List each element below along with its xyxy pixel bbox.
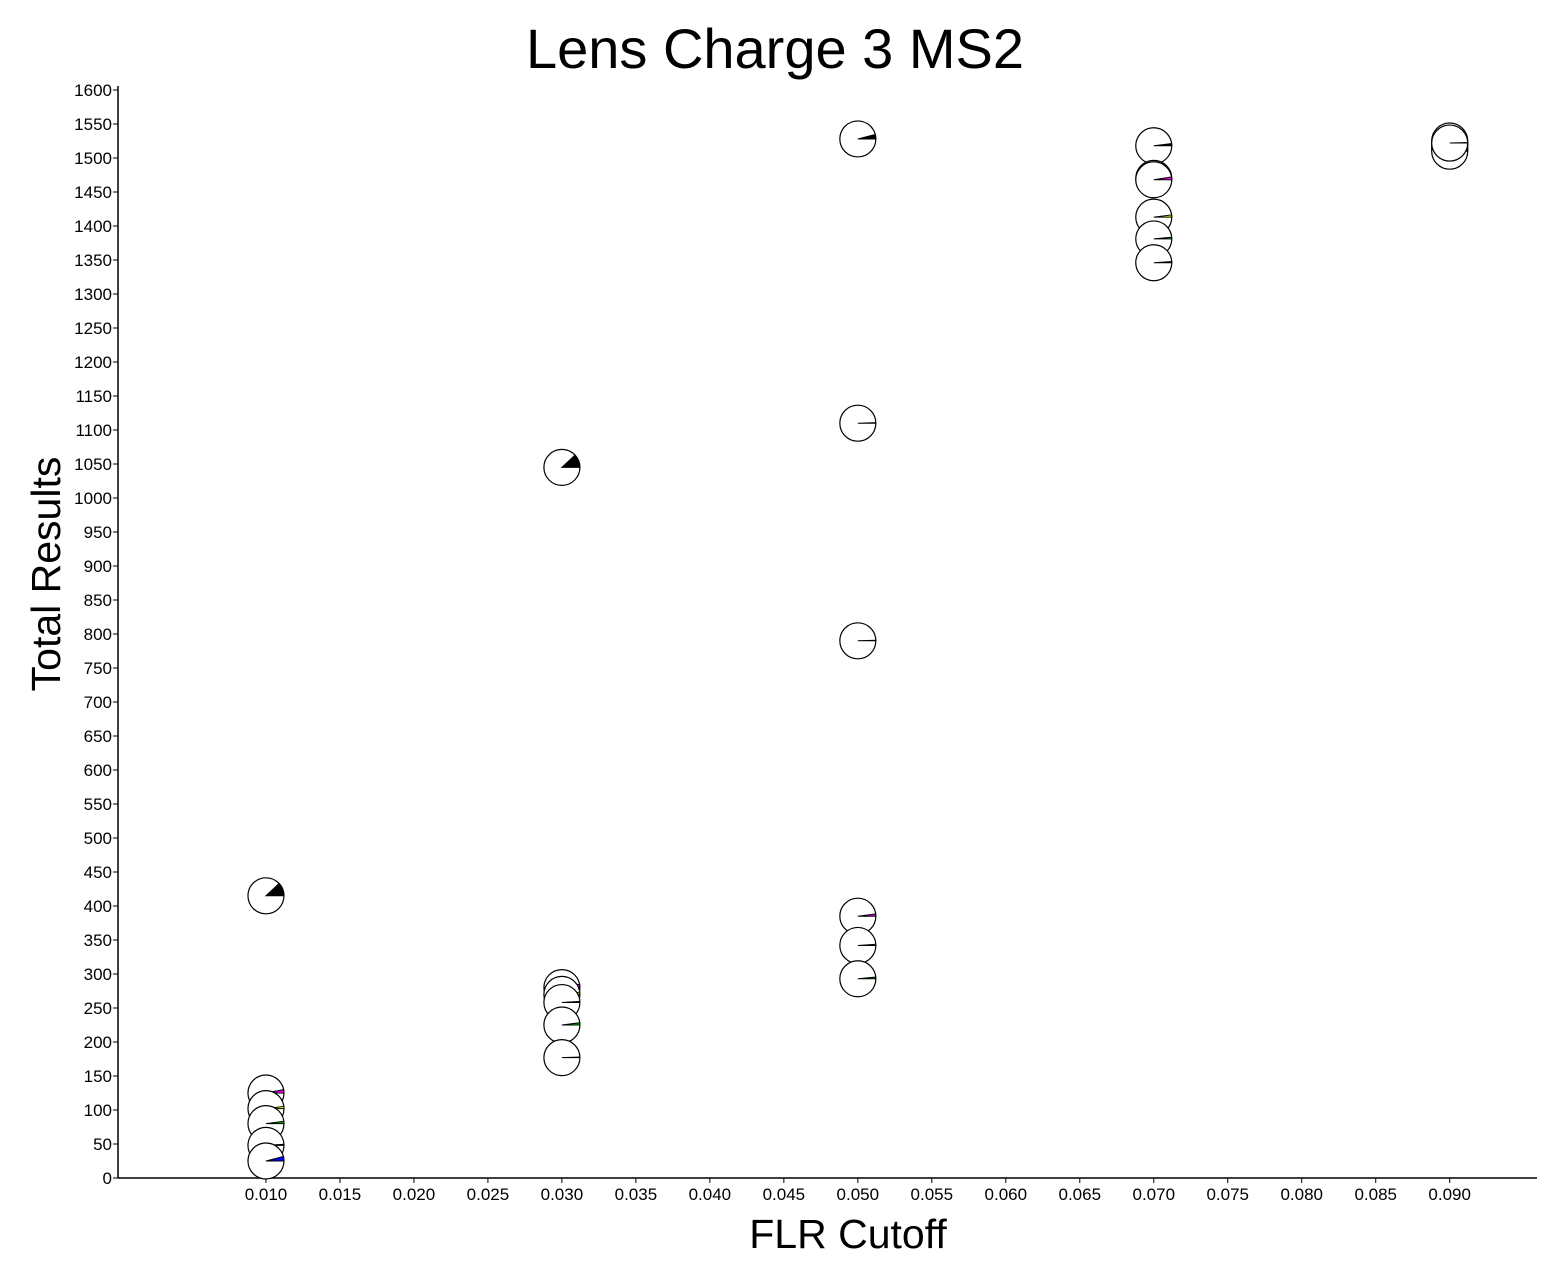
y-tick-label: 150 xyxy=(84,1067,112,1086)
x-tick-label: 0.010 xyxy=(245,1185,288,1204)
data-point xyxy=(247,1142,285,1180)
pie-marker-wedge xyxy=(1153,176,1173,181)
pie-marker-wedge xyxy=(1449,141,1469,144)
y-tick-label: 650 xyxy=(84,727,112,746)
x-tick-label: 0.035 xyxy=(615,1185,658,1204)
pie-marker-wedge xyxy=(561,1056,581,1059)
y-tick-label: 1500 xyxy=(74,149,112,168)
pie-marker-wedge xyxy=(561,1000,581,1004)
x-tick-label: 0.015 xyxy=(319,1185,362,1204)
data-point xyxy=(247,877,285,915)
pie-marker-wedge xyxy=(857,943,877,946)
pie-marker-wedge xyxy=(265,1155,285,1162)
x-tick-label: 0.070 xyxy=(1132,1185,1175,1204)
y-tick-label: 600 xyxy=(84,761,112,780)
y-tick-label: 1300 xyxy=(74,285,112,304)
chart-title: Lens Charge 3 MS2 xyxy=(526,17,1024,80)
data-point xyxy=(839,120,877,158)
y-tick-label: 450 xyxy=(84,863,112,882)
pie-marker-wedge xyxy=(1153,214,1173,218)
y-tick-label: 1150 xyxy=(75,387,112,406)
data-point xyxy=(1135,244,1173,282)
pie-marker-wedge xyxy=(264,882,285,897)
y-tick-label: 1600 xyxy=(74,81,112,100)
x-tick-label: 0.045 xyxy=(763,1185,806,1204)
data-point xyxy=(543,448,581,486)
x-tick-label: 0.065 xyxy=(1059,1185,1102,1204)
y-tick-label: 1350 xyxy=(74,251,112,270)
y-tick-label: 850 xyxy=(84,591,112,610)
data-point xyxy=(1135,161,1173,199)
y-tick-label: 700 xyxy=(84,693,112,712)
y-tick-label: 1050 xyxy=(74,455,112,474)
x-tick-label: 0.025 xyxy=(467,1185,510,1204)
x-tick-label: 0.085 xyxy=(1354,1185,1397,1204)
data-point xyxy=(543,1006,581,1044)
y-tick-label: 200 xyxy=(84,1033,112,1052)
y-tick-label: 1550 xyxy=(74,115,112,134)
data-point xyxy=(839,404,877,442)
x-axis-label: FLR Cutoff xyxy=(749,1211,947,1257)
x-tick-label: 0.055 xyxy=(911,1185,954,1204)
pie-marker-wedge xyxy=(1153,142,1173,147)
data-point xyxy=(839,622,877,660)
data-point xyxy=(1431,124,1469,162)
y-tick-label: 1200 xyxy=(74,353,112,372)
x-tick-label: 0.030 xyxy=(541,1185,584,1204)
y-tick-label: 800 xyxy=(84,625,112,644)
pie-marker-wedge xyxy=(857,913,877,917)
y-tick-label: 0 xyxy=(103,1169,112,1188)
x-tick-label: 0.080 xyxy=(1280,1185,1323,1204)
pie-marker-wedge xyxy=(1153,261,1173,264)
x-tick-label: 0.040 xyxy=(689,1185,732,1204)
data-point xyxy=(839,926,877,965)
y-tick-label: 550 xyxy=(84,795,112,814)
y-tick-label: 750 xyxy=(84,659,112,678)
x-tick-label: 0.050 xyxy=(837,1185,880,1204)
y-tick-label: 1400 xyxy=(74,217,112,236)
y-tick-label: 500 xyxy=(84,829,112,848)
y-tick-label: 1250 xyxy=(74,319,112,338)
x-tick-label: 0.020 xyxy=(393,1185,436,1204)
y-tick-label: 50 xyxy=(93,1135,112,1154)
data-point xyxy=(839,960,877,998)
y-tick-label: 300 xyxy=(84,965,112,984)
pie-marker-wedge xyxy=(857,639,877,642)
pie-marker-wedge xyxy=(265,1120,285,1125)
y-tick-label: 950 xyxy=(84,523,112,542)
y-tick-label: 350 xyxy=(84,931,112,950)
y-tick-label: 100 xyxy=(84,1101,112,1120)
pie-marker-wedge xyxy=(857,133,877,140)
y-tick-label: 1000 xyxy=(74,489,112,508)
data-points xyxy=(247,120,1469,1180)
y-tick-label: 900 xyxy=(84,557,112,576)
y-tick-label: 1100 xyxy=(75,421,112,440)
pie-marker-wedge xyxy=(560,454,581,468)
x-tick-label: 0.060 xyxy=(985,1185,1028,1204)
x-tick-label: 0.075 xyxy=(1206,1185,1249,1204)
y-tick-label: 250 xyxy=(84,999,112,1018)
pie-marker-wedge xyxy=(857,976,877,980)
pie-marker-wedge xyxy=(561,1022,581,1026)
y-axis-label: Total Results xyxy=(23,457,69,692)
data-point xyxy=(839,897,877,935)
axes: 0 50 100 150 200 250 300 350 400 450 500 550 600 650 7… xyxy=(74,81,1537,1204)
pie-marker-wedge xyxy=(1153,236,1173,240)
pie-marker-wedge xyxy=(857,422,877,424)
y-tick-label: 400 xyxy=(84,897,112,916)
x-tick-label: 0.090 xyxy=(1428,1185,1471,1204)
y-tick-label: 1450 xyxy=(74,183,112,202)
data-point xyxy=(1135,127,1173,165)
data-point xyxy=(543,1039,581,1077)
